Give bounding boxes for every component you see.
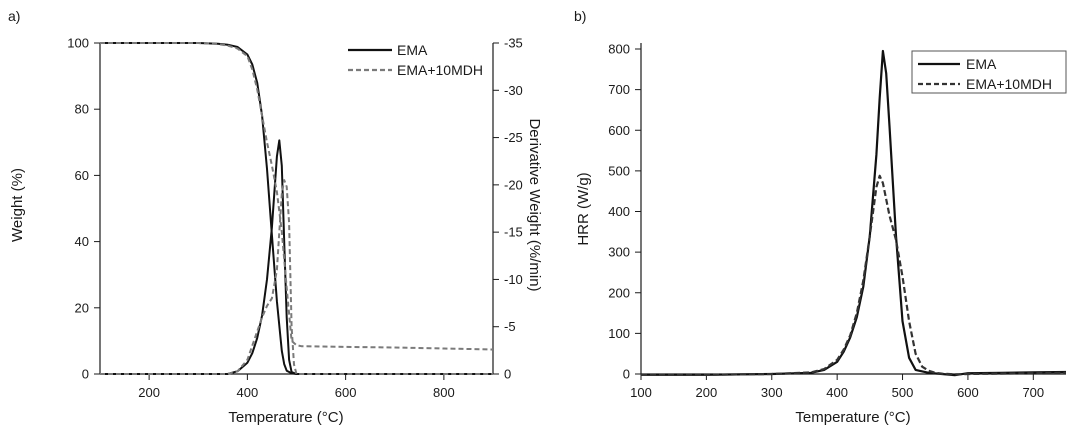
panel-b-y-tick-label: 300 (608, 245, 630, 260)
panel-a-legend-label-mdh: EMA+10MDH (397, 62, 483, 78)
panel-a-y-tick-label: 20 (75, 300, 89, 315)
panel-a-legend: EMA EMA+10MDH (348, 42, 483, 78)
panel-a-x-tick-label: 800 (433, 385, 455, 400)
panel-a-y2-tick-label: -20 (504, 177, 523, 192)
panel-b-series-line-ema-10mdh (641, 174, 1067, 376)
panel-a-x-axis-label: Temperature (°C) (228, 409, 343, 426)
panel-a-y-tick-label: 100 (67, 36, 89, 51)
panel-a: 200 400 600 800 0 20 40 60 80 100 0 -5 -10 -15 -20 -2… (9, 36, 543, 427)
panel-a-y-tick-label: 80 (75, 102, 89, 117)
panel-a-series-line-ema-left (100, 42, 493, 375)
panel-b-y-tick-label: 400 (608, 204, 630, 219)
panel-a-label: a) (8, 8, 20, 24)
panel-a-x-tick-label: 400 (237, 385, 259, 400)
panel-b-y-tick-label: 700 (608, 82, 630, 97)
panel-b-x-tick-label: 200 (696, 385, 718, 400)
panel-a-y-tick-label: 40 (75, 234, 89, 249)
panel-a-y2-tick-label: -25 (504, 130, 523, 145)
panel-a-y2-ticks: 0 -5 -10 -15 -20 -25 -30 -35 (493, 36, 523, 382)
panel-b-y-tick-label: 200 (608, 285, 630, 300)
panel-a-y-tick-label: 60 (75, 168, 89, 183)
panel-a-y-ticks: 0 20 40 60 80 100 (67, 36, 100, 382)
panel-b-legend-label-mdh: EMA+10MDH (966, 76, 1052, 92)
panel-b-legend-label-ema: EMA (966, 56, 997, 72)
panel-b: 100 200 300 400 500 600 700 010020030040050060… (575, 42, 1067, 426)
panel-b-y-tick-label: 100 (608, 326, 630, 341)
panel-b-y-tick-label: 800 (608, 42, 630, 57)
panel-b-x-tick-label: 700 (1022, 385, 1044, 400)
panel-a-series-line-ema-10mdh-left (100, 42, 494, 351)
panel-a-y-tick-label: 0 (82, 367, 89, 382)
panel-b-x-tick-label: 300 (761, 385, 783, 400)
panel-a-series-line-ema-10mdh-right (100, 179, 493, 375)
panel-a-x-tick-label: 600 (335, 385, 357, 400)
panel-a-series (100, 42, 494, 375)
panel-b-label: b) (574, 8, 586, 24)
panel-b-x-axis-label: Temperature (°C) (795, 409, 910, 426)
panel-a-series-line-ema-right (100, 139, 493, 375)
panel-a-y2-tick-label: -35 (504, 36, 523, 51)
panel-b-y-tick-label: 500 (608, 163, 630, 178)
panel-b-x-tick-label: 400 (826, 385, 848, 400)
panel-b-legend-box (911, 50, 1067, 94)
panel-b-y-tick-label: 0 (623, 367, 630, 382)
panel-a-y2-tick-label: -15 (504, 225, 523, 240)
panel-b-x-ticks: 100 200 300 400 500 600 700 (630, 374, 1044, 400)
panel-b-y-tick-label: 600 (608, 123, 630, 138)
panel-a-x-tick-label: 200 (138, 385, 160, 400)
panel-b-x-tick-label: 100 (630, 385, 652, 400)
panel-a-y2-tick-label: 0 (504, 367, 511, 382)
panel-a-y2-axis-label: Derivative Weight (%/min) (526, 118, 543, 291)
panel-a-y-axis-label: Weight (%) (9, 168, 26, 242)
panel-b-x-tick-label: 600 (957, 385, 979, 400)
panel-b-legend: EMA EMA+10MDH (911, 50, 1067, 94)
panel-b-y-ticks: 0 100 200 300 400 500 600 700 800 (608, 42, 641, 382)
panel-a-x-ticks: 200 400 600 800 (138, 374, 455, 400)
panel-a-y2-tick-label: -10 (504, 272, 523, 287)
panel-b-x-tick-label: 500 (892, 385, 914, 400)
panel-a-y2-tick-label: -30 (504, 83, 523, 98)
panel-a-y2-tick-label: -5 (504, 319, 516, 334)
panel-b-series (641, 49, 1067, 377)
panel-a-legend-label-ema: EMA (397, 42, 428, 58)
panel-b-y-axis-label: HRR (W/g) (575, 172, 592, 245)
